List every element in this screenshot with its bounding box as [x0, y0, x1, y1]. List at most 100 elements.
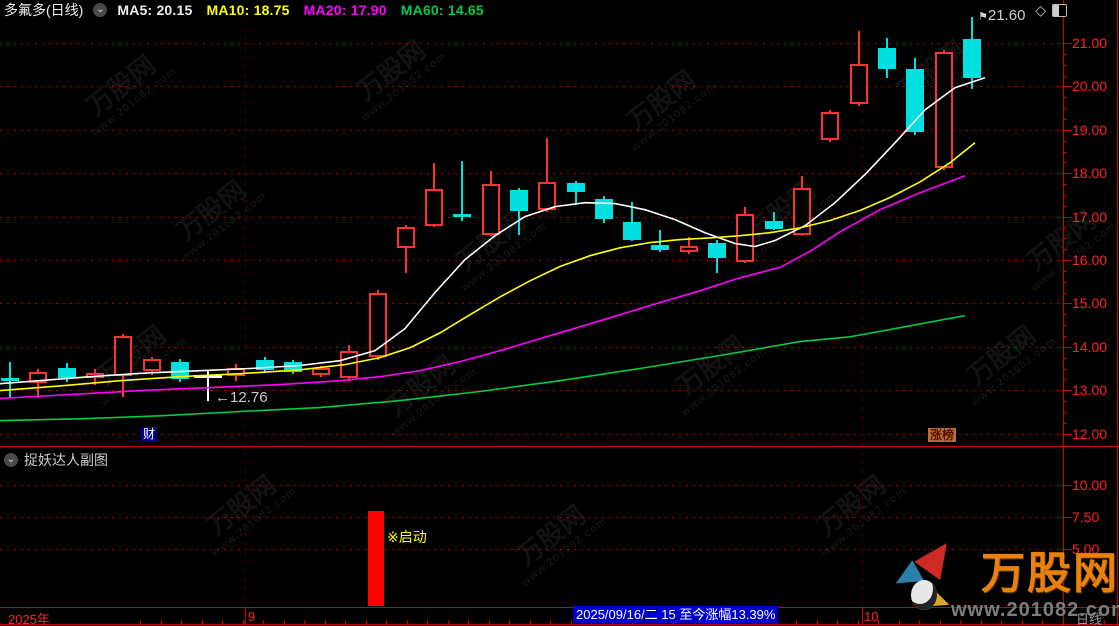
candle-body-34[interactable]: [963, 39, 981, 79]
candle-body-25[interactable]: [708, 242, 726, 258]
candle-body-10[interactable]: [284, 362, 302, 372]
signal-bar-0[interactable]: [368, 510, 384, 606]
subchart-header: ⌄ 捉妖达人副图: [4, 450, 108, 470]
tag-cai[interactable]: 财: [141, 427, 158, 441]
candle-body-28[interactable]: [793, 187, 811, 235]
axis-minor-tick: [1063, 314, 1067, 315]
candle-body-3[interactable]: [86, 372, 104, 379]
axis-tick-18.00: [1063, 173, 1072, 174]
candle-body-5[interactable]: [143, 358, 161, 371]
axis-minor-tick: [1063, 238, 1067, 239]
statusbar-tick: [878, 620, 879, 625]
statusbar-tick: [181, 620, 182, 625]
axis-minor-tick: [1063, 412, 1067, 413]
axis-label-12.00: 12.00: [1072, 426, 1108, 442]
ma-line-MA10: [0, 142, 976, 392]
candle-body-6[interactable]: [171, 362, 189, 380]
candle-body-8[interactable]: [227, 367, 245, 376]
statusbar-tick: [940, 620, 941, 625]
axis-tick-17.00: [1063, 217, 1072, 218]
axis-label-17.00: 17.00: [1072, 209, 1108, 225]
gridline-21.00: [0, 43, 1063, 44]
statusbar-tick: [140, 620, 141, 625]
selected-date-info: 2025/09/16/二 15 至今涨幅13.39%: [573, 606, 779, 623]
statusbar-tick: [530, 620, 531, 625]
statusbar-tick: [1001, 620, 1002, 625]
stock-name: 多氟多(日线): [4, 2, 84, 18]
candle-body-26[interactable]: [736, 213, 754, 262]
logo-arrow-blue: [889, 560, 925, 594]
period-indicator[interactable]: 日线: [1076, 612, 1103, 626]
yaxis-line: [1063, 0, 1064, 626]
diamond-icon[interactable]: ◇: [1035, 2, 1046, 18]
axis-minor-tick: [1063, 325, 1067, 326]
sub-axis-tick-5.00: [1063, 549, 1072, 550]
axis-minor-tick: [1063, 423, 1067, 424]
statusbar-tick: [919, 620, 920, 625]
candle-wick-16: [461, 161, 463, 221]
candle-body-14[interactable]: [397, 227, 415, 248]
tag-zhangbang[interactable]: 涨榜: [928, 428, 957, 442]
statusbar-tick: [161, 620, 162, 625]
ma-value-list: MA5: 20.15 MA10: 18.75 MA20: 17.90 MA60: 14…: [117, 2, 484, 18]
candle-body-31[interactable]: [878, 48, 896, 70]
statusbar-tick: [366, 620, 367, 625]
statusbar-tick: [796, 620, 797, 625]
candle-body-23[interactable]: [651, 244, 669, 250]
axis-label-21.00: 21.00: [1072, 35, 1108, 51]
candle-body-17[interactable]: [482, 184, 500, 235]
axis-minor-tick: [1063, 54, 1067, 55]
axis-tick-16.00: [1063, 260, 1072, 261]
axis-minor-tick: [1063, 152, 1067, 153]
collapse-main-icon[interactable]: ⌄: [93, 3, 108, 17]
header-tools: ◇: [1035, 2, 1067, 19]
split-panel-icon[interactable]: [1052, 4, 1067, 17]
candle-body-2[interactable]: [58, 367, 76, 378]
candle-body-21[interactable]: [595, 198, 613, 219]
candle-body-0[interactable]: [1, 377, 19, 381]
candle-body-27[interactable]: [765, 220, 783, 229]
axis-minor-tick: [1063, 141, 1067, 142]
candle-body-19[interactable]: [538, 181, 556, 210]
statusbar-tick: [1042, 620, 1043, 625]
candle-body-13[interactable]: [369, 292, 387, 357]
candle-body-22[interactable]: [623, 221, 641, 240]
axis-minor-tick: [1063, 184, 1067, 185]
statusbar-tick: [243, 620, 244, 625]
axis-label-20.00: 20.00: [1072, 78, 1108, 94]
candle-body-11[interactable]: [312, 367, 330, 375]
candle-body-9[interactable]: [256, 359, 274, 370]
candle-body-33[interactable]: [935, 51, 953, 168]
candle-body-4[interactable]: [114, 335, 132, 376]
candle-body-15[interactable]: [425, 188, 443, 226]
axis-tick-12.00: [1063, 434, 1072, 435]
axis-tick-15.00: [1063, 303, 1072, 304]
axis-tick-14.00: [1063, 347, 1072, 348]
axis-minor-tick: [1063, 249, 1067, 250]
statusbar-tick: [448, 620, 449, 625]
gridline-20.00: [0, 86, 1063, 87]
candle-body-29[interactable]: [821, 111, 839, 140]
statusbar-tick: [981, 620, 982, 625]
candle-body-12[interactable]: [340, 351, 358, 379]
candle-body-16[interactable]: [453, 213, 471, 218]
axis-minor-tick: [1063, 336, 1067, 337]
axis-minor-tick: [1063, 227, 1067, 228]
gridline-16.00: [0, 260, 1063, 261]
candle-body-32[interactable]: [906, 69, 924, 132]
candle-body-30[interactable]: [850, 63, 868, 104]
candle-body-1[interactable]: [29, 371, 47, 383]
statusbar-tick: [550, 620, 551, 625]
collapse-sub-icon[interactable]: ⌄: [4, 453, 18, 467]
gridline-12.00: [0, 434, 1063, 435]
axis-minor-tick: [1063, 206, 1067, 207]
candle-body-18[interactable]: [510, 189, 528, 211]
statusbar-tick: [325, 620, 326, 625]
axis-tick-20.00: [1063, 86, 1072, 87]
axis-minor-tick: [1063, 282, 1067, 283]
candle-body-24[interactable]: [680, 245, 698, 252]
candle-body-20[interactable]: [567, 182, 585, 192]
gridline-19.00: [0, 130, 1063, 131]
